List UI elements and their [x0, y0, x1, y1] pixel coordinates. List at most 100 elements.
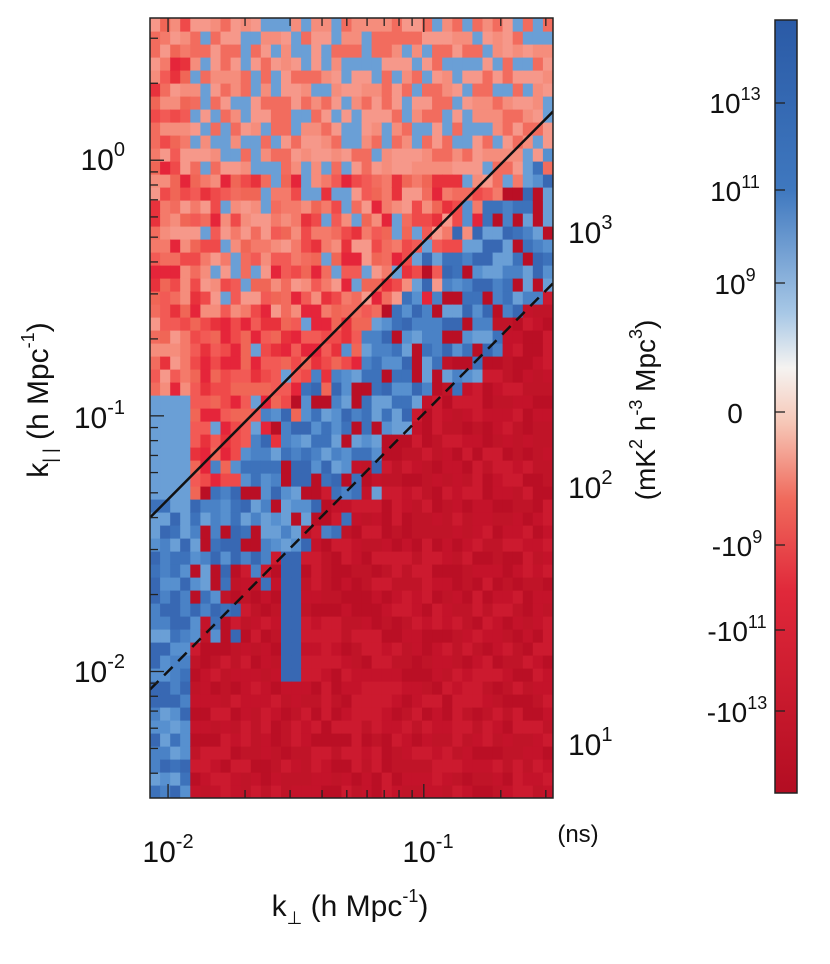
- heatmap-cell: [270, 148, 282, 162]
- heatmap-cell: [351, 122, 363, 136]
- heatmap-cell: [351, 408, 363, 422]
- heatmap-cell: [442, 525, 453, 539]
- heatmap-cell: [190, 447, 201, 461]
- x-axis-label: k⊥ (h Mpc-1): [272, 886, 429, 928]
- heatmap-cell: [240, 304, 252, 318]
- heatmap-cell: [150, 395, 161, 409]
- heatmap-cell: [210, 785, 222, 798]
- heatmap-cell: [170, 96, 181, 110]
- heatmap-cell: [331, 629, 343, 643]
- heatmap-cell: [240, 187, 252, 201]
- heatmap-cell: [472, 317, 484, 331]
- heatmap-cell: [200, 200, 212, 214]
- heatmap-cell: [391, 395, 403, 409]
- heatmap-cell: [220, 343, 232, 357]
- heatmap-cell: [240, 668, 252, 682]
- heatmap-cell: [180, 616, 191, 630]
- heatmap-cell: [220, 421, 232, 435]
- heatmap-cell: [532, 603, 544, 617]
- heatmap-cell: [170, 291, 181, 305]
- heatmap-cell: [170, 369, 181, 383]
- heatmap-cell: [472, 252, 484, 266]
- heatmap-cell: [190, 265, 201, 279]
- heatmap-cell: [391, 18, 403, 32]
- heatmap-cell: [250, 564, 262, 578]
- heatmap-cell: [180, 226, 191, 240]
- heatmap-cell: [230, 538, 242, 552]
- heatmap-cell: [482, 148, 494, 162]
- heatmap-cell: [502, 759, 514, 773]
- heatmap-cell: [351, 447, 363, 461]
- heatmap-cell: [311, 772, 322, 786]
- heatmap-cell: [180, 408, 191, 422]
- heatmap-cell: [190, 96, 201, 110]
- heatmap-cell: [250, 499, 262, 513]
- heatmap-cell: [200, 317, 212, 331]
- heatmap-cell: [482, 681, 494, 695]
- heatmap-cell: [270, 408, 282, 422]
- heatmap-cell: [230, 447, 242, 461]
- heatmap-cell: [220, 330, 232, 344]
- heatmap-cell: [200, 694, 212, 708]
- heatmap-cell: [371, 213, 383, 227]
- heatmap-cell: [170, 434, 181, 448]
- heatmap-cell: [210, 213, 222, 227]
- heatmap-cell: [150, 200, 161, 214]
- heatmap-cell: [361, 642, 373, 656]
- heatmap-cell: [361, 57, 373, 71]
- heatmap-cell: [170, 733, 181, 747]
- heatmap-cell: [281, 629, 292, 643]
- heatmap-cell: [472, 57, 484, 71]
- heatmap-cell: [220, 642, 232, 656]
- heatmap-cell: [371, 759, 383, 773]
- heatmap-cell: [170, 148, 181, 162]
- heatmap-cell: [512, 96, 524, 110]
- heatmap-cell: [361, 174, 373, 188]
- heatmap-cell: [432, 213, 443, 227]
- heatmap-cell: [411, 96, 423, 110]
- heatmap-cell: [281, 564, 292, 578]
- heatmap-cell: [401, 460, 413, 474]
- heatmap-cell: [160, 486, 171, 500]
- heatmap-cell: [301, 369, 312, 383]
- heatmap-cell: [432, 83, 443, 97]
- heatmap-cell: [331, 369, 343, 383]
- heatmap-cell: [321, 330, 332, 344]
- heatmap-cell: [462, 551, 473, 565]
- heatmap-cell: [281, 278, 292, 292]
- heatmap-cell: [411, 343, 423, 357]
- heatmap-cell: [502, 200, 514, 214]
- heatmap-cell: [422, 603, 433, 617]
- heatmap-cell: [462, 57, 473, 71]
- heatmap-cell: [250, 174, 262, 188]
- heatmap-cell: [351, 486, 363, 500]
- heatmap-cell: [401, 317, 413, 331]
- heatmap-cell: [411, 759, 423, 773]
- heatmap-cell: [442, 603, 453, 617]
- heatmap-cell: [270, 57, 282, 71]
- heatmap-cell: [170, 265, 181, 279]
- heatmap-cell: [270, 213, 282, 227]
- heatmap-cell: [180, 356, 191, 370]
- heatmap-cell: [230, 512, 242, 526]
- heatmap-cell: [190, 382, 201, 396]
- heatmap-cell: [190, 408, 201, 422]
- heatmap-cell: [230, 720, 242, 734]
- heatmap-cell: [270, 317, 282, 331]
- heatmap-cell: [301, 304, 312, 318]
- heatmap-cell: [532, 447, 544, 461]
- heatmap-cell: [230, 252, 242, 266]
- heatmap-cell: [391, 733, 403, 747]
- heatmap-cell: [301, 590, 312, 604]
- heatmap-cell: [361, 161, 373, 175]
- heatmap-cell: [542, 83, 553, 97]
- heatmap-cell: [381, 96, 393, 110]
- heatmap-cell: [422, 408, 433, 422]
- heatmap-cell: [532, 31, 544, 45]
- heatmap-cell: [200, 187, 212, 201]
- heatmap-cell: [301, 57, 312, 71]
- heatmap-cell: [361, 720, 373, 734]
- heatmap-cell: [260, 421, 272, 435]
- heatmap-cell: [281, 707, 292, 721]
- heatmap-cell: [492, 343, 504, 357]
